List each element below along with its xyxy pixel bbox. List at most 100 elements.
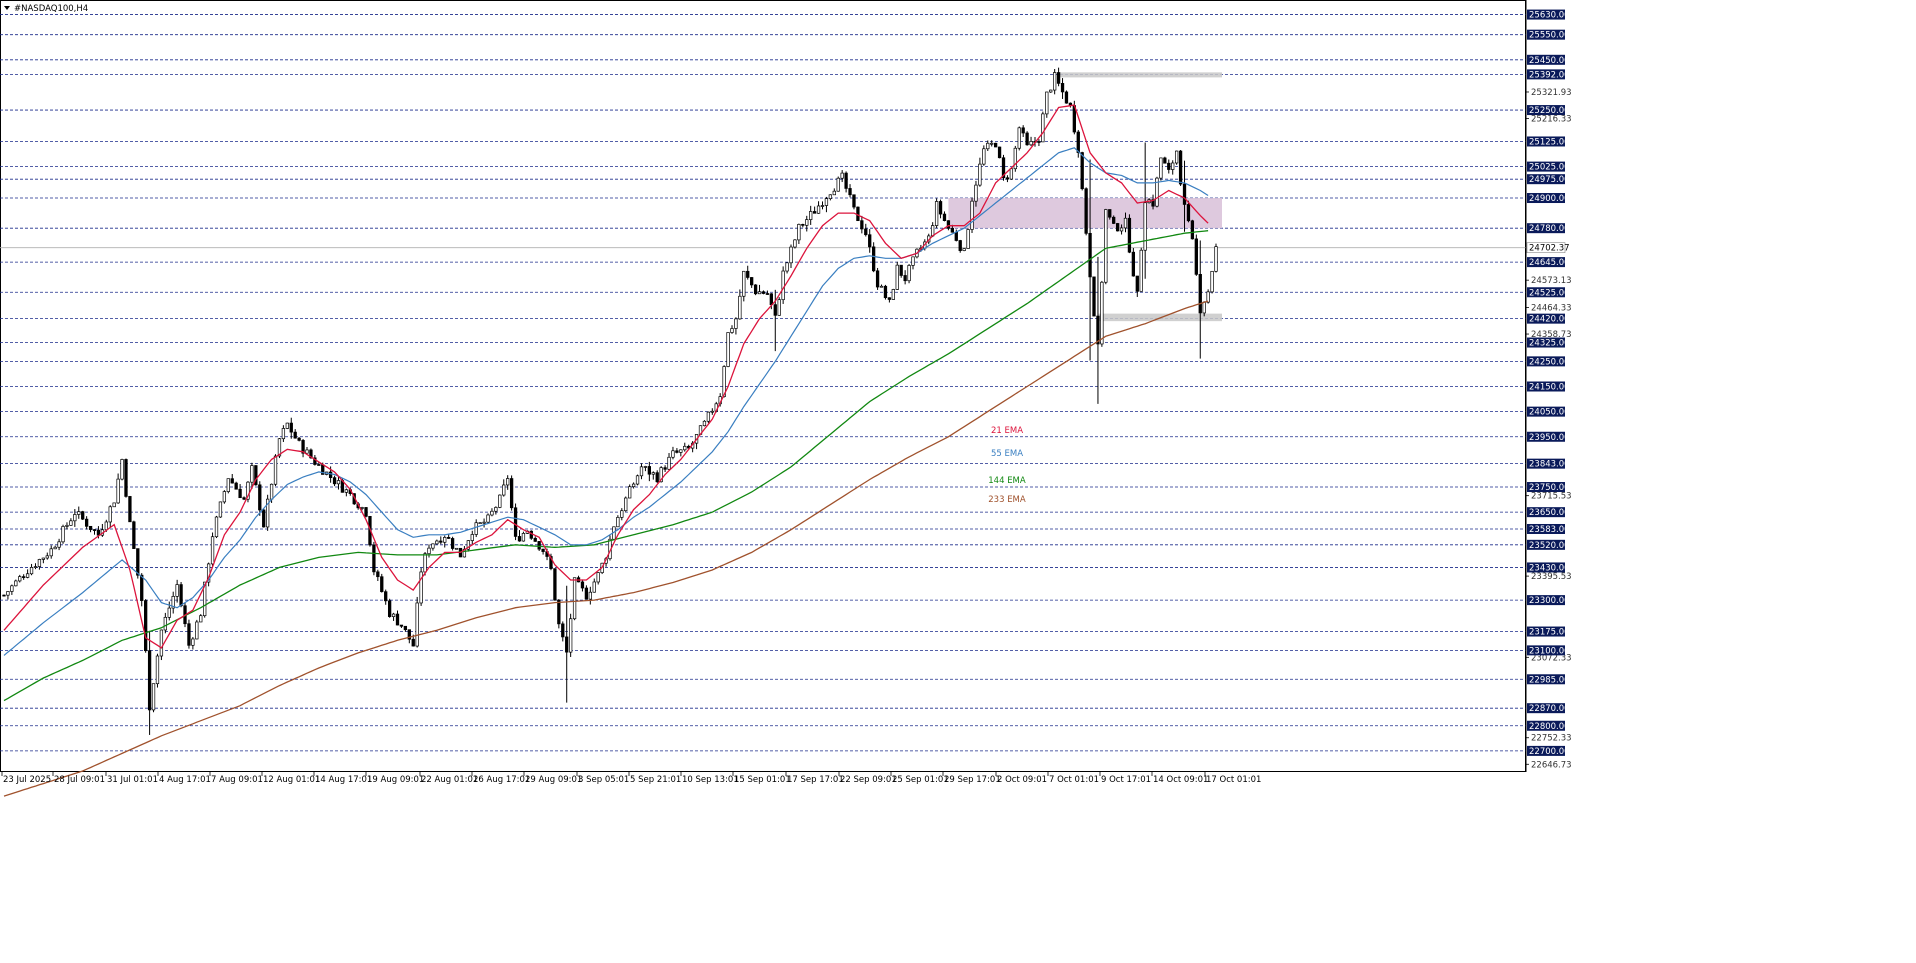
- candle-body: [966, 229, 970, 249]
- candle-body: [620, 510, 624, 518]
- candle-body: [439, 540, 443, 543]
- price-scale-label: 23395.53: [1531, 572, 1572, 582]
- candle-body: [974, 184, 978, 202]
- candle-body: [41, 557, 46, 560]
- candle-body: [891, 289, 895, 300]
- price-tag-label: 24325.00: [1529, 339, 1570, 349]
- candle-body: [887, 297, 892, 300]
- candle-body: [683, 445, 687, 451]
- candle-body: [710, 410, 714, 413]
- candle-body: [533, 537, 537, 542]
- price-tag: [1527, 69, 1565, 80]
- candle-body: [431, 543, 435, 549]
- candle-body: [1178, 150, 1183, 185]
- grid-lines: [0, 14, 1526, 752]
- price-tag: [1527, 105, 1565, 116]
- time-label: 26 Aug 17:01: [473, 775, 530, 785]
- candle-body: [647, 466, 652, 475]
- time-label: 17 Sep 17:01: [787, 775, 844, 785]
- candle-body: [903, 275, 907, 282]
- time-label: 7 Oct 01:01: [1049, 775, 1099, 785]
- candle-body: [730, 328, 734, 333]
- price-tag: [1527, 174, 1565, 185]
- price-tag-label: 23583.00: [1529, 525, 1570, 535]
- current-price-label: 24702.37: [1529, 244, 1570, 254]
- candle-body: [151, 683, 156, 711]
- candle-body: [942, 213, 947, 221]
- candle-body: [423, 553, 427, 573]
- price-tag-label: 25630.00: [1529, 11, 1570, 21]
- candle-body: [537, 541, 541, 550]
- ema21-line: [3, 104, 1209, 649]
- candle-body: [262, 509, 266, 528]
- candle-body: [317, 464, 321, 466]
- candle-body: [1064, 91, 1069, 104]
- candle-body: [1139, 249, 1143, 292]
- price-tag: [1527, 745, 1565, 756]
- candle-body: [399, 624, 404, 627]
- candle-body: [411, 638, 415, 647]
- current-price-tag: [1526, 242, 1566, 253]
- plot-area[interactable]: [0, 0, 1526, 772]
- candle-body: [108, 506, 112, 523]
- price-tag-label: 23750.00: [1529, 483, 1570, 493]
- candle-body: [506, 478, 510, 486]
- candle-body: [659, 467, 663, 483]
- candle-body: [470, 534, 474, 541]
- ema233-line: [3, 300, 1209, 797]
- price-tag-label: 24975.00: [1529, 175, 1570, 185]
- candle-body: [199, 615, 203, 623]
- candle-body: [761, 291, 766, 294]
- candle-body: [1198, 274, 1202, 314]
- candle-body: [1210, 270, 1214, 293]
- candle-body: [427, 547, 431, 555]
- candle-body: [387, 600, 392, 617]
- candle-body: [1186, 204, 1191, 222]
- candle-body: [454, 547, 459, 550]
- candle-body: [301, 440, 305, 454]
- candle-body: [635, 475, 640, 485]
- candle-body: [14, 580, 18, 587]
- price-tag: [1527, 54, 1565, 65]
- title-bar: #NASDAQ100,H4: [4, 4, 88, 14]
- time-label: 23 Jul 2025: [3, 775, 51, 785]
- triangle-down-icon[interactable]: [4, 6, 10, 10]
- candle-body: [77, 511, 81, 515]
- candle-body: [6, 591, 10, 596]
- candle-body: [592, 581, 596, 593]
- candle-body: [1025, 132, 1029, 146]
- candle-body: [53, 546, 57, 550]
- candle-body: [230, 478, 234, 484]
- candle-body: [750, 277, 754, 286]
- candle-body: [824, 198, 829, 206]
- candle-body: [277, 438, 282, 457]
- candle-body: [269, 483, 274, 500]
- price-tag-label: 24050.00: [1529, 408, 1570, 418]
- time-label: 22 Aug 01:01: [421, 775, 478, 785]
- price-scale-label: 23072.33: [1531, 653, 1572, 663]
- candle-body: [218, 501, 223, 518]
- candle-body: [297, 437, 301, 441]
- candle-body: [407, 629, 411, 640]
- price-tag-label: 25125.00: [1529, 137, 1570, 147]
- candle-body: [1060, 83, 1065, 93]
- candle-body: [1005, 177, 1010, 180]
- time-label: 7 Aug 09:01: [211, 775, 263, 785]
- candle-body: [509, 478, 514, 509]
- ema-lines: [3, 104, 1209, 797]
- candle-body: [875, 270, 880, 288]
- candle-body: [1171, 162, 1175, 170]
- candle-body: [1100, 281, 1104, 345]
- price-tag: [1527, 645, 1565, 656]
- price-tag: [1527, 720, 1565, 731]
- candle-body: [907, 265, 911, 282]
- candle-body: [25, 573, 30, 578]
- price-tag-label: 22700.00: [1529, 747, 1570, 757]
- price-tag: [1527, 406, 1565, 417]
- candle-body: [789, 246, 793, 264]
- price-tag-label: 23175.00: [1529, 628, 1570, 638]
- candle-body: [1009, 168, 1014, 180]
- price-tag-label: 25392.00: [1529, 70, 1570, 80]
